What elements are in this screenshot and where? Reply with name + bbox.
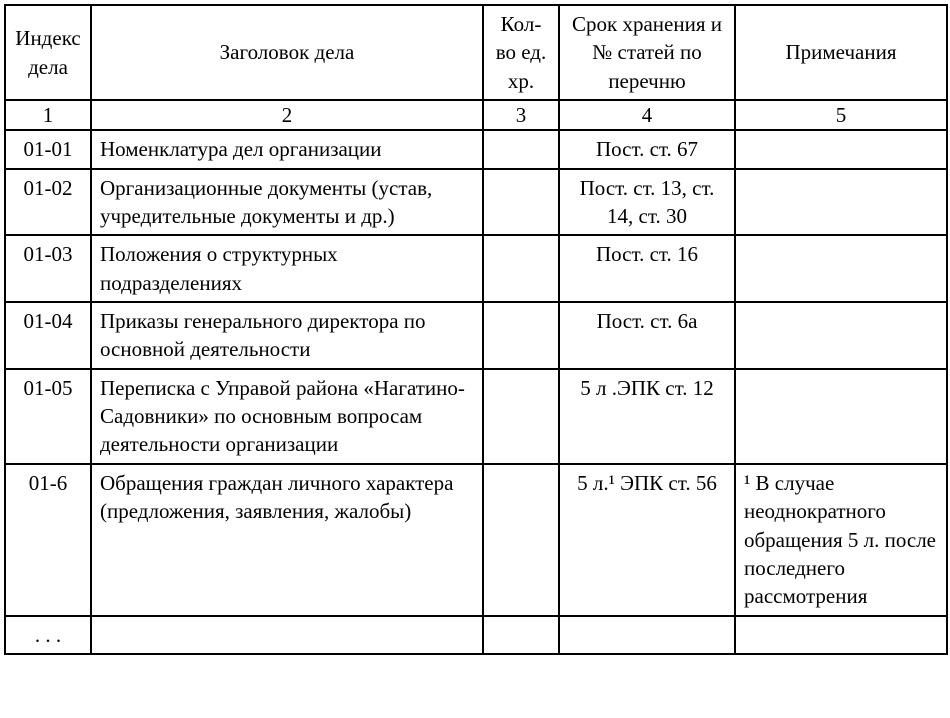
cell-notes: ¹ В случае неоднократ­ного обраще­ния 5 … [735, 464, 947, 616]
cell-term [559, 616, 735, 654]
col-number: 3 [483, 100, 559, 130]
cell-title: Обращения граждан личного характера (пре… [91, 464, 483, 616]
cell-notes [735, 369, 947, 464]
cell-qty [483, 302, 559, 369]
cell-notes [735, 302, 947, 369]
table-row: 01-01 Номенклатура дел организации Пост.… [5, 130, 947, 168]
col-header-notes: Примечания [735, 5, 947, 100]
table-column-number-row: 1 2 3 4 5 [5, 100, 947, 130]
col-number: 1 [5, 100, 91, 130]
table-header-row: Индекс дела Заголовок дела Кол-во ед. хр… [5, 5, 947, 100]
cell-index: 01-05 [5, 369, 91, 464]
table-row: 01-05 Переписка с Управой района «Нагати… [5, 369, 947, 464]
cell-term: 5 л .ЭПК ст. 12 [559, 369, 735, 464]
cell-qty [483, 169, 559, 236]
col-number: 2 [91, 100, 483, 130]
table-row: . . . [5, 616, 947, 654]
nomenclature-table: Индекс дела Заголовок дела Кол-во ед. хр… [4, 4, 948, 655]
table-row: 01-6 Обращения граждан личного характера… [5, 464, 947, 616]
cell-term: Пост. ст. 13, ст. 14, ст. 30 [559, 169, 735, 236]
col-number: 5 [735, 100, 947, 130]
cell-qty [483, 130, 559, 168]
cell-term: Пост. ст. 6а [559, 302, 735, 369]
col-header-title: Заголовок дела [91, 5, 483, 100]
cell-index: 01-03 [5, 235, 91, 302]
cell-index: 01-02 [5, 169, 91, 236]
cell-title: Номенклатура дел организации [91, 130, 483, 168]
col-header-term: Срок хранения и № статей по перечню [559, 5, 735, 100]
col-header-qty: Кол-во ед. хр. [483, 5, 559, 100]
cell-qty [483, 235, 559, 302]
cell-qty [483, 464, 559, 616]
cell-term: Пост. ст. 67 [559, 130, 735, 168]
cell-title: Положения о структурных подразделениях [91, 235, 483, 302]
cell-index: 01-04 [5, 302, 91, 369]
table-row: 01-03 Положения о структурных подразделе… [5, 235, 947, 302]
table-row: 01-02 Организационные документы (устав, … [5, 169, 947, 236]
cell-title: Переписка с Управой района «Нагатино-Сад… [91, 369, 483, 464]
col-header-index: Индекс дела [5, 5, 91, 100]
cell-notes [735, 616, 947, 654]
cell-notes [735, 169, 947, 236]
cell-title: Приказы генерального директора по основн… [91, 302, 483, 369]
cell-index: 01-01 [5, 130, 91, 168]
cell-term: 5 л.¹ ЭПК ст. 56 [559, 464, 735, 616]
cell-index: . . . [5, 616, 91, 654]
cell-title: Организационные документы (устав, учреди… [91, 169, 483, 236]
table-row: 01-04 Приказы генерального директора по … [5, 302, 947, 369]
cell-qty [483, 369, 559, 464]
cell-term: Пост. ст. 16 [559, 235, 735, 302]
cell-notes [735, 235, 947, 302]
cell-notes [735, 130, 947, 168]
cell-title [91, 616, 483, 654]
col-number: 4 [559, 100, 735, 130]
cell-index: 01-6 [5, 464, 91, 616]
cell-qty [483, 616, 559, 654]
